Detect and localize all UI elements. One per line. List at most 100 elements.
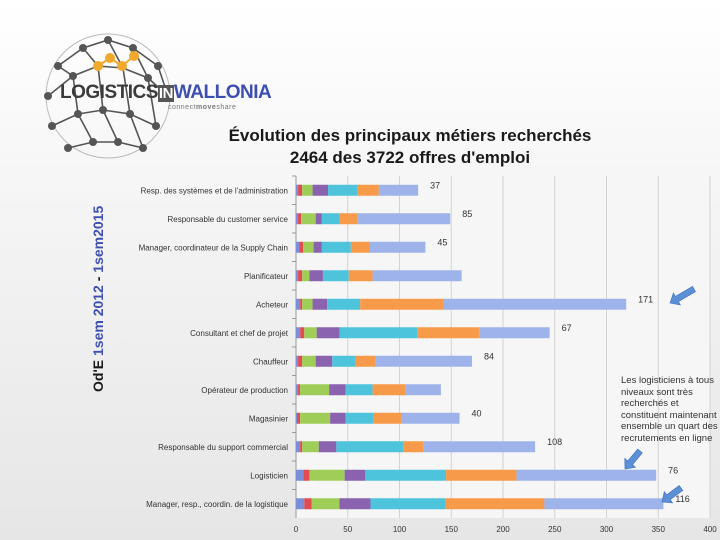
logo-wordmark: LOGISTICSINWALLONIA: [60, 82, 272, 104]
bar-segment: [405, 384, 441, 396]
bar-segment: [345, 384, 373, 396]
bar-segment: [300, 412, 331, 424]
bar-segment: [300, 327, 305, 339]
bar-segment: [401, 412, 460, 424]
x-tick-label: 200: [496, 525, 510, 534]
bar-segment: [298, 213, 302, 225]
chart-title-line2: 2464 des 3722 offres d'emploi: [289, 148, 531, 167]
bar-segment: [339, 213, 358, 225]
bar-segment: [296, 327, 301, 339]
chart-title-line1: Évolution des principaux métiers recherc…: [228, 126, 592, 145]
bar-segment: [332, 355, 355, 367]
bar-segment: [372, 384, 406, 396]
bar-segment: [357, 184, 379, 196]
bar-segment: [296, 498, 305, 510]
logo-tag-connect: connect: [168, 104, 197, 111]
chart-title: Évolution des principaux métiers recherc…: [190, 125, 630, 169]
bar-segment: [339, 327, 418, 339]
bar-segment: [296, 441, 301, 453]
bar-segment: [345, 412, 374, 424]
x-tick-label: 50: [343, 525, 352, 534]
category-label: Magasinier: [249, 414, 288, 423]
logo-word-wallonia: WALLONIA: [173, 82, 272, 103]
bar-segment: [298, 355, 303, 367]
bar-segment: [296, 469, 304, 481]
data-label: 37: [430, 180, 440, 190]
bar-segment: [375, 355, 472, 367]
logo-word-in: IN: [157, 85, 174, 102]
bar-segment: [445, 498, 545, 510]
data-label: 84: [484, 351, 494, 361]
bar-segment: [318, 441, 337, 453]
arrow-shape: [661, 485, 684, 504]
data-label: 116: [675, 494, 689, 504]
bar-segment: [357, 213, 451, 225]
category-label: Manager, coordinateur de la Supply Chain: [139, 243, 288, 252]
bar-segment: [296, 412, 298, 424]
bar-segment: [296, 184, 299, 196]
bar-segment: [403, 441, 424, 453]
logo-tag-move: move: [196, 104, 217, 111]
x-tick-label: 150: [445, 525, 459, 534]
bar-segment: [304, 498, 312, 510]
bar-segment: [373, 412, 402, 424]
bar-segment: [301, 213, 316, 225]
arrow-icon: [624, 448, 643, 470]
bar-segment: [339, 498, 371, 510]
category-label: Chauffeur: [253, 357, 288, 366]
data-label: 171: [638, 294, 653, 304]
bar-segment: [348, 270, 373, 282]
logo-word-logistics: LOGISTICS: [60, 82, 158, 103]
x-tick-label: 300: [600, 525, 614, 534]
bar-segment: [299, 241, 304, 253]
bar-segment: [311, 498, 340, 510]
bar-segment: [298, 270, 303, 282]
bar-segment: [296, 384, 299, 396]
bar-segment: [378, 184, 419, 196]
bar-segment: [312, 298, 328, 310]
bar-segment: [417, 327, 480, 339]
category-label: Opérateur de production: [201, 386, 288, 395]
bar-segment: [296, 241, 300, 253]
arrow-icon: [669, 285, 696, 306]
bar-segment: [298, 384, 301, 396]
bar-segment: [446, 469, 517, 481]
data-label: 108: [547, 437, 562, 447]
arrow-shape: [669, 285, 696, 306]
bar-segment: [321, 241, 351, 253]
x-tick-label: 0: [294, 525, 299, 534]
bar-segment: [365, 469, 447, 481]
data-label: 45: [437, 237, 447, 247]
bar-segment: [303, 469, 310, 481]
bar-segment: [516, 469, 657, 481]
category-label: Responsable du support commercial: [158, 443, 288, 452]
bar-segment: [312, 184, 329, 196]
bar-segment: [303, 241, 314, 253]
bar-segment: [302, 441, 319, 453]
data-label: 67: [562, 323, 572, 333]
category-label: Consultant et chef de projet: [190, 329, 289, 338]
category-label: Logisticien: [250, 471, 288, 480]
logo-tagline: connectmoveshare: [168, 104, 236, 111]
arrow-shape: [624, 448, 643, 470]
x-tick-label: 400: [703, 525, 717, 534]
bar-segment: [344, 469, 366, 481]
bar-segment: [300, 298, 303, 310]
bar-segment: [423, 441, 536, 453]
bar-segment: [360, 298, 443, 310]
bar-segment: [329, 384, 346, 396]
bar-segment: [302, 270, 310, 282]
arrow-icon: [661, 485, 684, 504]
bar-segment: [300, 384, 330, 396]
bar-segment: [350, 241, 370, 253]
bar-segment: [296, 270, 299, 282]
category-label: Acheteur: [256, 300, 288, 309]
bar-segment: [327, 298, 361, 310]
bar-segment: [298, 184, 303, 196]
bar-segment: [300, 441, 303, 453]
bar-segment: [296, 355, 299, 367]
category-label: Resp. des systèmes et de l'administratio…: [141, 186, 288, 195]
bar-segment: [309, 270, 323, 282]
bar-segment: [479, 327, 550, 339]
